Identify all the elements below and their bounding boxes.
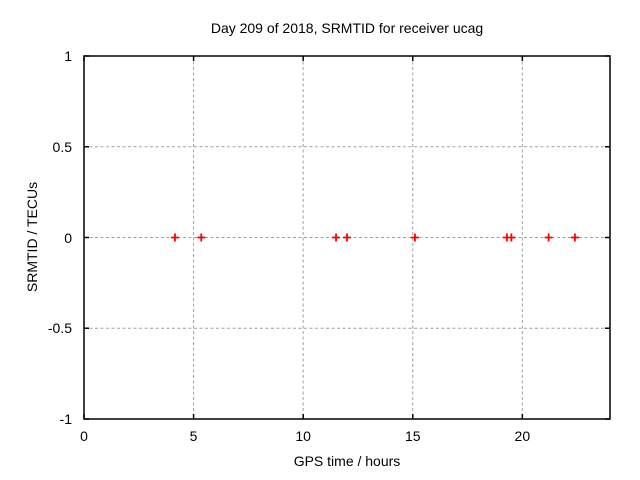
y-tick-label: 1 (64, 48, 72, 64)
x-tick-label: 5 (189, 428, 198, 444)
y-tick-label: 0 (64, 229, 72, 246)
x-tick-label: 15 (404, 428, 421, 444)
y-tick-label: -1 (59, 411, 72, 427)
x-tick-label: 20 (514, 428, 531, 444)
x-axis-label: GPS time / hours (293, 453, 401, 469)
x-tick-label: 0 (80, 428, 88, 444)
y-tick-label: -0.5 (47, 320, 72, 337)
data-points (170, 233, 579, 242)
plot-border (83, 55, 611, 420)
chart-title: Day 209 of 2018, SRMTID for receiver uca… (210, 20, 484, 36)
x-tick-label: 10 (295, 428, 311, 444)
y-tick-label: 0.5 (52, 138, 72, 155)
